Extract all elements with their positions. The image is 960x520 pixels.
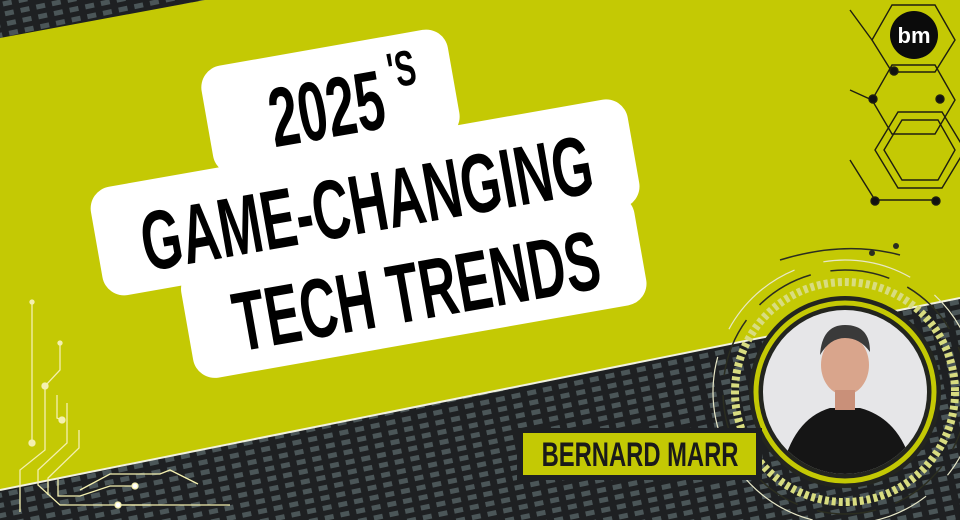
circuit-lines-left: [19, 299, 230, 512]
top-left-dark-band: [0, 0, 205, 38]
bm-logo-icon: [890, 11, 938, 59]
bm-logo-text: bm: [898, 23, 931, 48]
circuit-ring: [712, 243, 960, 520]
presenter-name-plate: BERNARD MARR: [517, 428, 762, 480]
bm-logo: bm: [890, 11, 938, 59]
presenter-photo: [749, 296, 941, 488]
title-year: 2025: [261, 53, 391, 165]
presenter-name: BERNARD MARR: [542, 436, 739, 474]
title-panel: 2025 'S GAME-CHANGING TECH TRENDS: [90, 29, 647, 378]
hexagon-network: [849, 4, 960, 206]
